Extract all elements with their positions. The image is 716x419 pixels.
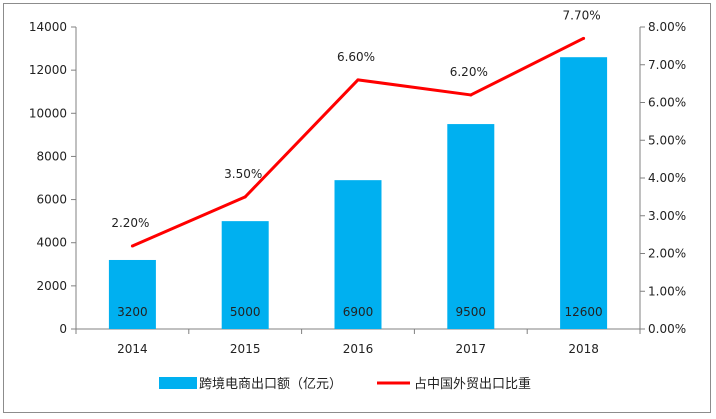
x-tick-label: 2014	[117, 342, 148, 356]
bar	[221, 221, 269, 329]
legend-line-label: 占中国外贸出口比重	[414, 376, 531, 392]
right-tick-label: 7.00%	[648, 58, 686, 72]
left-tick-label: 8000	[36, 149, 67, 163]
line-series	[130, 36, 586, 248]
right-tick-label: 8.00%	[648, 20, 686, 34]
left-tick-label: 2000	[36, 279, 67, 293]
bar-value-label: 5000	[230, 305, 261, 319]
data-labels: 3200 5000 6900 9500 12600 2.20% 3.50% 6.60% 6.20…	[111, 8, 602, 319]
bar-value-label: 6900	[343, 305, 374, 319]
legend-bar-label: 跨境电商出口额（亿元）	[199, 377, 342, 392]
legend-bar-swatch	[159, 377, 197, 389]
line-value-label: 6.20%	[450, 65, 488, 79]
right-tick-label: 1.00%	[648, 284, 686, 298]
line-value-label: 7.70%	[563, 8, 601, 22]
line-value-label: 2.20%	[111, 216, 149, 230]
left-tick-label: 12000	[29, 63, 67, 77]
x-tick-label: 2017	[456, 342, 487, 356]
left-tick-label: 4000	[36, 236, 67, 250]
x-tick-label: 2016	[343, 342, 374, 356]
bar-value-label: 3200	[117, 305, 148, 319]
bar-value-label: 9500	[456, 305, 487, 319]
axes: 0 2000 4000 6000 8000 10000 12000 14000 0.00% 1.0…	[29, 20, 686, 356]
bar	[108, 259, 156, 329]
line-point	[130, 244, 134, 248]
line-point	[356, 78, 360, 82]
line-value-label: 6.60%	[337, 50, 375, 64]
left-tick-label: 14000	[29, 20, 67, 34]
right-tick-label: 0.00%	[648, 322, 686, 336]
left-tick-label: 10000	[29, 106, 67, 120]
bar	[560, 57, 608, 329]
right-tick-label: 5.00%	[648, 133, 686, 147]
bar-series	[108, 57, 608, 329]
line-point	[243, 195, 247, 199]
line-point	[582, 36, 586, 40]
line-value-label: 3.50%	[224, 167, 262, 181]
left-tick-label: 0	[59, 322, 67, 336]
legend: 跨境电商出口额（亿元） 占中国外贸出口比重	[159, 376, 531, 392]
bar	[334, 180, 382, 329]
right-tick-label: 6.00%	[648, 96, 686, 110]
bar-value-label: 12600	[565, 305, 603, 319]
line-point	[469, 93, 473, 97]
bar	[447, 124, 495, 329]
left-tick-label: 6000	[36, 193, 67, 207]
x-tick-label: 2015	[230, 342, 261, 356]
x-tick-label: 2018	[568, 342, 599, 356]
right-tick-label: 3.00%	[648, 209, 686, 223]
right-tick-label: 2.00%	[648, 247, 686, 261]
right-tick-label: 4.00%	[648, 171, 686, 185]
